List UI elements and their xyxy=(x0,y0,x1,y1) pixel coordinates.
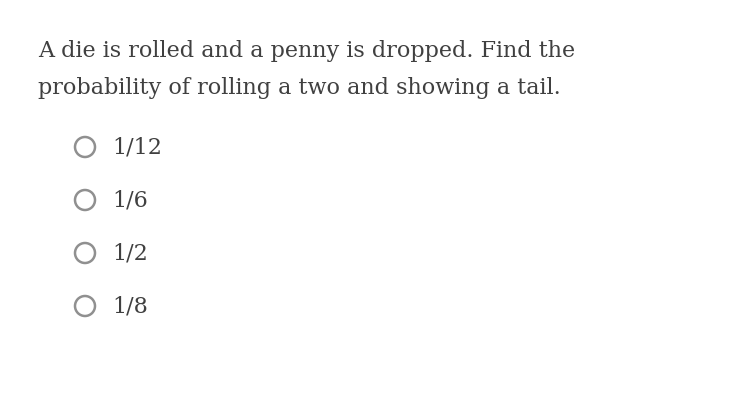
Text: 1/6: 1/6 xyxy=(112,190,148,211)
Text: 1/12: 1/12 xyxy=(112,136,162,159)
Text: probability of rolling a two and showing a tail.: probability of rolling a two and showing… xyxy=(38,77,561,99)
Text: 1/2: 1/2 xyxy=(112,243,148,264)
Text: A die is rolled and a penny is dropped. Find the: A die is rolled and a penny is dropped. … xyxy=(38,40,575,62)
Text: 1/8: 1/8 xyxy=(112,295,148,317)
